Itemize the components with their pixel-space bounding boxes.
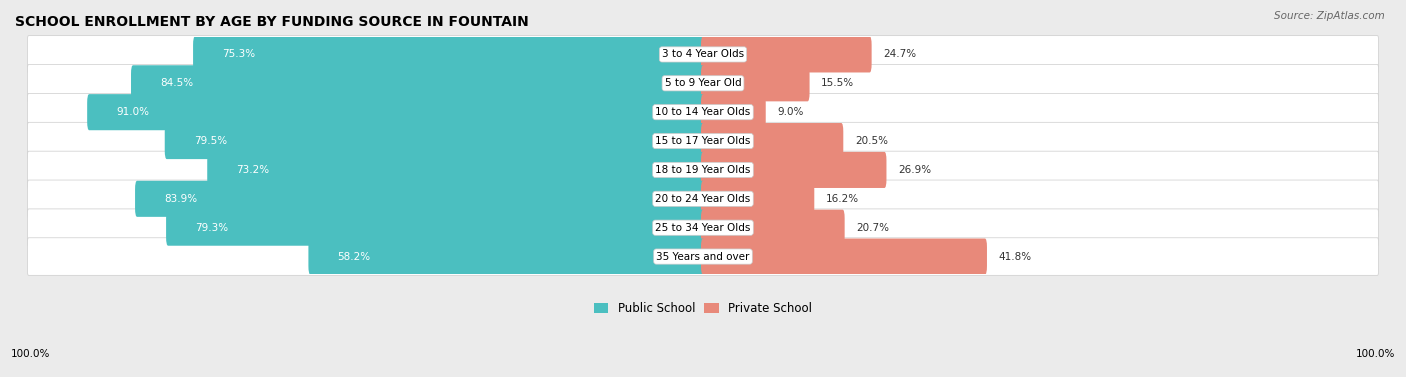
FancyBboxPatch shape — [308, 239, 704, 274]
FancyBboxPatch shape — [28, 238, 1378, 275]
FancyBboxPatch shape — [193, 37, 704, 72]
Text: 20 to 24 Year Olds: 20 to 24 Year Olds — [655, 194, 751, 204]
FancyBboxPatch shape — [28, 93, 1378, 131]
FancyBboxPatch shape — [702, 181, 814, 217]
FancyBboxPatch shape — [28, 209, 1378, 247]
FancyBboxPatch shape — [702, 152, 886, 188]
Legend: Public School, Private School: Public School, Private School — [589, 297, 817, 320]
FancyBboxPatch shape — [28, 180, 1378, 218]
Text: 26.9%: 26.9% — [898, 165, 931, 175]
Text: Source: ZipAtlas.com: Source: ZipAtlas.com — [1274, 11, 1385, 21]
Text: 3 to 4 Year Olds: 3 to 4 Year Olds — [662, 49, 744, 60]
FancyBboxPatch shape — [702, 65, 810, 101]
FancyBboxPatch shape — [28, 151, 1378, 189]
Text: 100.0%: 100.0% — [1355, 349, 1395, 359]
Text: 58.2%: 58.2% — [337, 251, 371, 262]
Text: 84.5%: 84.5% — [160, 78, 193, 88]
FancyBboxPatch shape — [28, 122, 1378, 160]
Text: 100.0%: 100.0% — [11, 349, 51, 359]
Text: 79.3%: 79.3% — [195, 223, 228, 233]
FancyBboxPatch shape — [207, 152, 704, 188]
FancyBboxPatch shape — [28, 64, 1378, 102]
Text: 25 to 34 Year Olds: 25 to 34 Year Olds — [655, 223, 751, 233]
Text: 15.5%: 15.5% — [821, 78, 855, 88]
FancyBboxPatch shape — [165, 123, 704, 159]
Text: 16.2%: 16.2% — [825, 194, 859, 204]
Text: 83.9%: 83.9% — [165, 194, 197, 204]
FancyBboxPatch shape — [702, 239, 987, 274]
Text: 35 Years and over: 35 Years and over — [657, 251, 749, 262]
FancyBboxPatch shape — [166, 210, 704, 246]
Text: 10 to 14 Year Olds: 10 to 14 Year Olds — [655, 107, 751, 117]
Text: 18 to 19 Year Olds: 18 to 19 Year Olds — [655, 165, 751, 175]
Text: SCHOOL ENROLLMENT BY AGE BY FUNDING SOURCE IN FOUNTAIN: SCHOOL ENROLLMENT BY AGE BY FUNDING SOUR… — [15, 15, 529, 29]
FancyBboxPatch shape — [702, 37, 872, 72]
FancyBboxPatch shape — [87, 94, 704, 130]
Text: 41.8%: 41.8% — [998, 251, 1032, 262]
Text: 5 to 9 Year Old: 5 to 9 Year Old — [665, 78, 741, 88]
FancyBboxPatch shape — [702, 210, 845, 246]
Text: 20.5%: 20.5% — [855, 136, 887, 146]
FancyBboxPatch shape — [28, 36, 1378, 73]
Text: 15 to 17 Year Olds: 15 to 17 Year Olds — [655, 136, 751, 146]
FancyBboxPatch shape — [135, 181, 704, 217]
Text: 91.0%: 91.0% — [117, 107, 149, 117]
Text: 73.2%: 73.2% — [236, 165, 270, 175]
FancyBboxPatch shape — [702, 123, 844, 159]
Text: 79.5%: 79.5% — [194, 136, 226, 146]
Text: 75.3%: 75.3% — [222, 49, 256, 60]
Text: 24.7%: 24.7% — [883, 49, 917, 60]
Text: 9.0%: 9.0% — [778, 107, 804, 117]
Text: 20.7%: 20.7% — [856, 223, 889, 233]
FancyBboxPatch shape — [131, 65, 704, 101]
FancyBboxPatch shape — [702, 94, 766, 130]
